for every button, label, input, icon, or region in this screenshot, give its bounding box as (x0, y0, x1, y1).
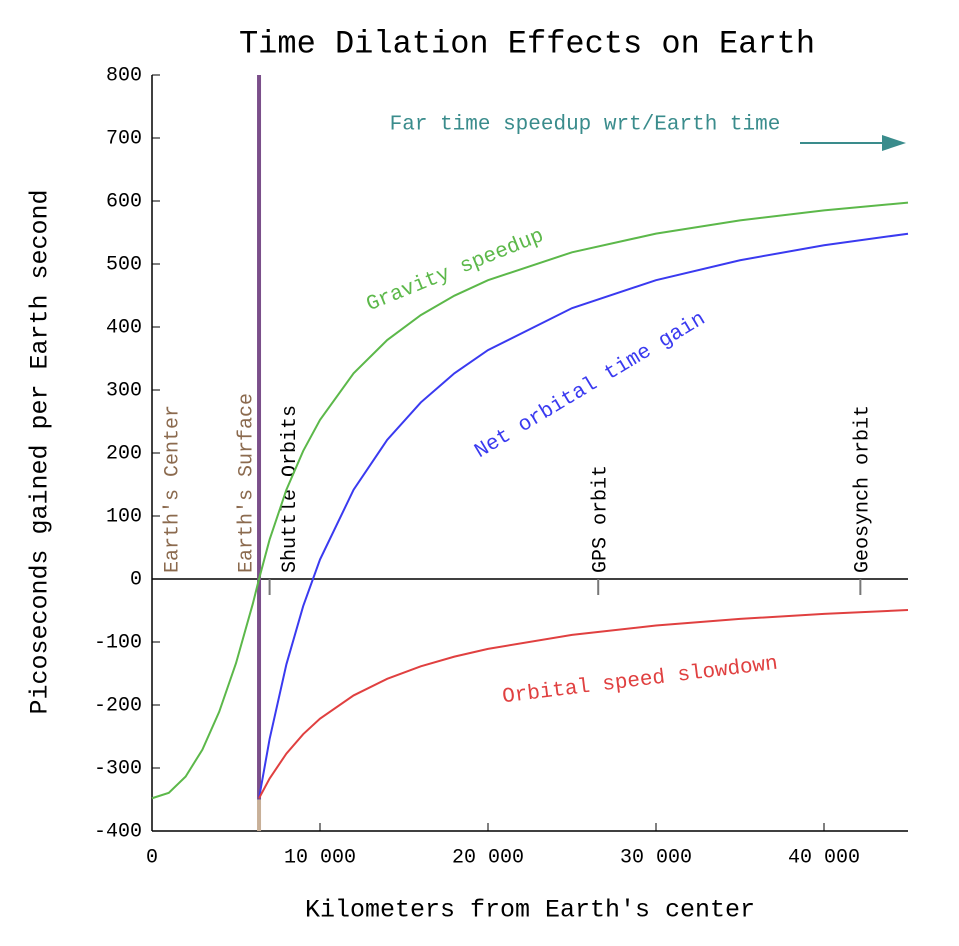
y-tick-label: -200 (94, 694, 142, 717)
y-tick-label: -400 (94, 820, 142, 843)
series-label: Orbital speed slowdown (501, 653, 779, 710)
y-tick-label: 0 (130, 568, 142, 591)
y-tick-label: 400 (106, 316, 142, 339)
x-axis-label: Kilometers from Earth's center (305, 896, 755, 925)
marker-label: GPS orbit (589, 465, 612, 573)
marker-label: Earth's Surface (235, 393, 258, 573)
y-tick-label: 100 (106, 505, 142, 528)
x-tick-label: 20 000 (452, 846, 524, 869)
x-tick-label: 40 000 (788, 846, 860, 869)
y-axis-label: Picoseconds gained per Earth second (26, 189, 55, 714)
x-tick-label: 10 000 (284, 846, 356, 869)
marker-label: Shuttle Orbits (279, 405, 302, 573)
x-tick-label: 30 000 (620, 846, 692, 869)
marker-label: Geosynch orbit (852, 405, 875, 573)
annotation: Far time speedup wrt/Earth time (390, 114, 781, 137)
chart-title: Time Dilation Effects on Earth (239, 25, 815, 62)
y-tick-label: -300 (94, 757, 142, 780)
line (151, 201, 909, 800)
line (258, 609, 909, 799)
y-tick-label: -100 (94, 631, 142, 654)
y-tick-label: 300 (106, 379, 142, 402)
series-label: Gravity speedup (363, 225, 547, 317)
x-tick-label: 0 (146, 846, 158, 869)
y-tick-label: 800 (106, 64, 142, 87)
arrow-head (882, 135, 906, 151)
y-tick-label: 500 (106, 253, 142, 276)
series-label: Net orbital time gain (471, 308, 710, 464)
y-tick-label: 200 (106, 442, 142, 465)
y-tick-label: 600 (106, 190, 142, 213)
marker-label: Earth's Center (161, 405, 184, 573)
line (258, 232, 909, 799)
y-tick-label: 700 (106, 127, 142, 150)
